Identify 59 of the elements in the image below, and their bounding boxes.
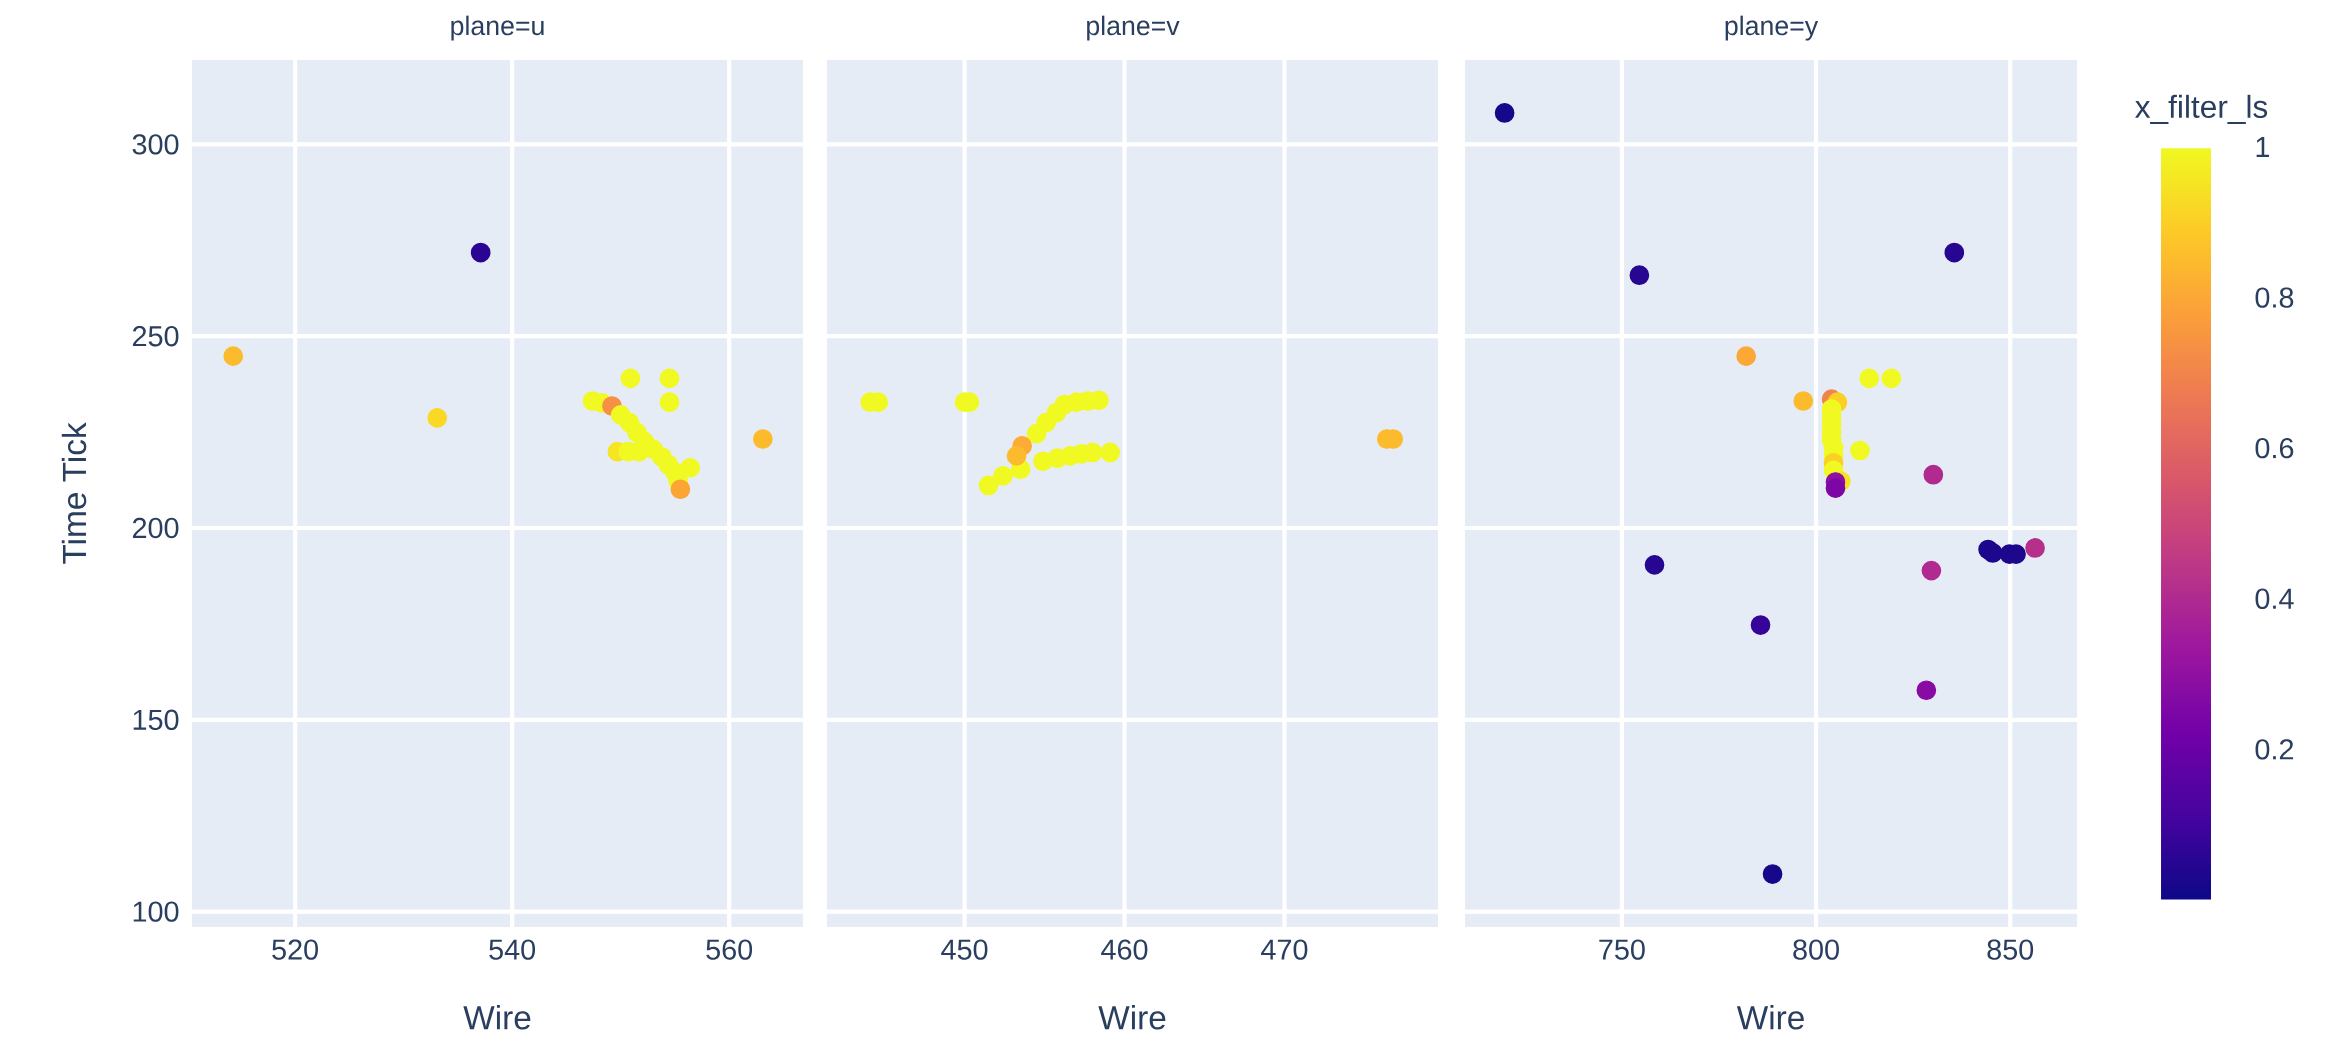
x-axis-title: Wire bbox=[1098, 1004, 1166, 1030]
point bbox=[1825, 478, 1846, 498]
x-tick-label: 750 bbox=[1599, 939, 1645, 960]
y-tick-label: 150 bbox=[133, 709, 179, 730]
x-tick-label: 460 bbox=[1101, 939, 1148, 960]
x-axis-title: Wire bbox=[1736, 1004, 1804, 1030]
color-bar-label: 1 bbox=[2256, 136, 2270, 157]
point bbox=[1944, 242, 1965, 263]
x-tick-label: 560 bbox=[706, 939, 753, 960]
x-tick-label: 520 bbox=[272, 939, 318, 960]
point bbox=[1644, 554, 1665, 575]
color-bar-title: x_filter_ls bbox=[2135, 94, 2268, 124]
point bbox=[1921, 560, 1942, 581]
point bbox=[2025, 537, 2045, 558]
point bbox=[620, 368, 641, 389]
point bbox=[753, 429, 773, 449]
point bbox=[1100, 442, 1120, 463]
y-axis-title: Time Tick bbox=[61, 422, 87, 564]
x-tick-label: 470 bbox=[1261, 939, 1308, 960]
point bbox=[1859, 368, 1880, 389]
point bbox=[659, 392, 680, 412]
point bbox=[470, 242, 491, 263]
point bbox=[993, 465, 1013, 486]
color-bar-label: 0.2 bbox=[2255, 739, 2294, 760]
color-bar-label: 0.8 bbox=[2255, 287, 2294, 308]
chart-title: plane=u bbox=[451, 15, 544, 41]
x-tick-label: 540 bbox=[489, 939, 536, 960]
chart-title: plane=v bbox=[1087, 15, 1180, 41]
point bbox=[1736, 346, 1757, 366]
point bbox=[680, 457, 700, 478]
point bbox=[1629, 265, 1650, 285]
y-tick-label: 100 bbox=[133, 901, 179, 922]
point bbox=[1006, 445, 1027, 466]
x-tick-label: 800 bbox=[1793, 939, 1839, 960]
y-tick-label: 200 bbox=[132, 517, 179, 539]
color-bar-label: 0.6 bbox=[2255, 437, 2294, 459]
point bbox=[1881, 368, 1902, 389]
y-tick-label: 300 bbox=[132, 134, 179, 155]
point bbox=[1793, 391, 1814, 411]
x-tick-label: 850 bbox=[1987, 939, 2034, 960]
point bbox=[1982, 542, 2003, 563]
point bbox=[670, 479, 691, 499]
point bbox=[1082, 442, 1103, 463]
color-bar-label: 0.4 bbox=[2255, 588, 2294, 609]
x-axis-title: Wire bbox=[463, 1004, 531, 1030]
point bbox=[223, 346, 244, 366]
point bbox=[1494, 102, 1515, 123]
chart-title: plane=y bbox=[1725, 15, 1819, 41]
point bbox=[978, 475, 999, 496]
y-tick-label: 250 bbox=[132, 325, 179, 347]
x-tick-label: 450 bbox=[941, 939, 988, 960]
point bbox=[1089, 390, 1109, 410]
point bbox=[659, 368, 680, 389]
point bbox=[427, 407, 448, 428]
point bbox=[1916, 680, 1937, 700]
point bbox=[1850, 440, 1870, 461]
point bbox=[1923, 464, 1944, 485]
point bbox=[1750, 615, 1771, 635]
point bbox=[1762, 864, 1783, 884]
